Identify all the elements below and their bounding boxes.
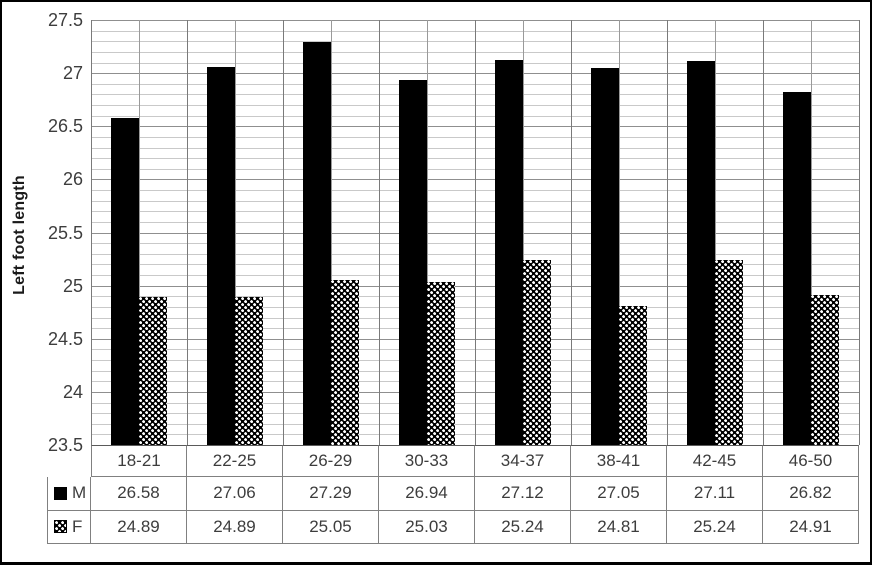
y-tick-label: 26.5 — [47, 116, 83, 137]
value-cell-m: 26.82 — [763, 477, 859, 511]
gridline-vertical — [619, 20, 620, 445]
y-tick-label: 25 — [62, 275, 83, 296]
bar-f-22-25 — [235, 297, 263, 445]
legend-label-f: F — [72, 516, 83, 536]
category-label: 42-45 — [667, 445, 763, 477]
gridline-vertical — [715, 20, 716, 445]
legend-label-m: M — [72, 483, 87, 503]
y-tick-label: 27.5 — [47, 10, 83, 30]
value-cell-f: 24.81 — [571, 510, 667, 544]
value-cell-m: 26.94 — [379, 477, 475, 511]
category-label: 46-50 — [763, 445, 859, 477]
category-label: 26-29 — [283, 445, 379, 477]
category-label: 34-37 — [475, 445, 571, 477]
category-label: 22-25 — [187, 445, 283, 477]
bar-f-42-45 — [715, 260, 743, 445]
gridline-vertical — [235, 20, 236, 445]
gridline-vertical — [667, 20, 668, 445]
gridline-vertical — [379, 20, 380, 445]
legend-cell-f: F — [47, 510, 91, 544]
gridline-vertical — [91, 20, 92, 445]
gridline-vertical — [523, 20, 524, 445]
value-cell-m: 27.11 — [667, 477, 763, 511]
legend-cell-m: M — [47, 477, 91, 511]
bar-m-42-45 — [687, 61, 715, 445]
gridline-vertical — [331, 20, 332, 445]
value-cell-m: 27.06 — [187, 477, 283, 511]
value-cell-f: 24.89 — [187, 510, 283, 544]
value-cell-m: 26.58 — [91, 477, 187, 511]
value-cell-m: 27.12 — [475, 477, 571, 511]
value-cell-f: 25.24 — [475, 510, 571, 544]
y-tick-label: 23.5 — [47, 435, 83, 455]
value-cell-m: 27.05 — [571, 477, 667, 511]
gridline-vertical — [571, 20, 572, 445]
gridline-vertical — [763, 20, 764, 445]
y-tick-label: 26 — [62, 169, 83, 190]
bar-f-26-29 — [331, 280, 359, 445]
gridline-vertical — [859, 20, 860, 445]
y-tick-label: 27 — [62, 63, 83, 84]
category-label: 30-33 — [379, 445, 475, 477]
bar-m-22-25 — [207, 66, 235, 445]
y-tick-label: 24 — [62, 381, 83, 402]
bar-f-18-21 — [139, 297, 167, 445]
value-cell-m: 27.29 — [283, 477, 379, 511]
gridline-vertical — [475, 20, 476, 445]
value-cell-f: 24.91 — [763, 510, 859, 544]
bar-f-46-50 — [811, 295, 839, 445]
y-tick-label: 24.5 — [47, 328, 83, 349]
value-cell-f: 25.03 — [379, 510, 475, 544]
gridline-vertical — [427, 20, 428, 445]
category-label: 38-41 — [571, 445, 667, 477]
gridline-vertical — [139, 20, 140, 445]
value-cell-f: 25.05 — [283, 510, 379, 544]
bar-m-34-37 — [495, 60, 523, 445]
bar-m-38-41 — [591, 67, 619, 445]
gridline-vertical — [187, 20, 188, 445]
gridline-vertical — [811, 20, 812, 445]
value-cell-f: 25.24 — [667, 510, 763, 544]
bar-m-30-33 — [399, 79, 427, 445]
bar-f-34-37 — [523, 260, 551, 445]
bar-f-30-33 — [427, 282, 455, 445]
y-tick-label: 25.5 — [47, 222, 83, 243]
value-cell-f: 24.89 — [91, 510, 187, 544]
category-label: 18-21 — [91, 445, 187, 477]
bar-f-38-41 — [619, 305, 647, 445]
bar-m-18-21 — [111, 117, 139, 445]
legend-key-m-icon — [54, 486, 67, 500]
bar-m-46-50 — [783, 92, 811, 445]
table-spacer — [47, 445, 91, 477]
data-table: 18-21 22-25 26-29 30-33 34-37 38-41 42-45 46-50… — [47, 445, 859, 544]
bar-m-26-29 — [303, 42, 331, 445]
legend-key-f-icon — [54, 520, 67, 534]
gridline-vertical — [283, 20, 284, 445]
